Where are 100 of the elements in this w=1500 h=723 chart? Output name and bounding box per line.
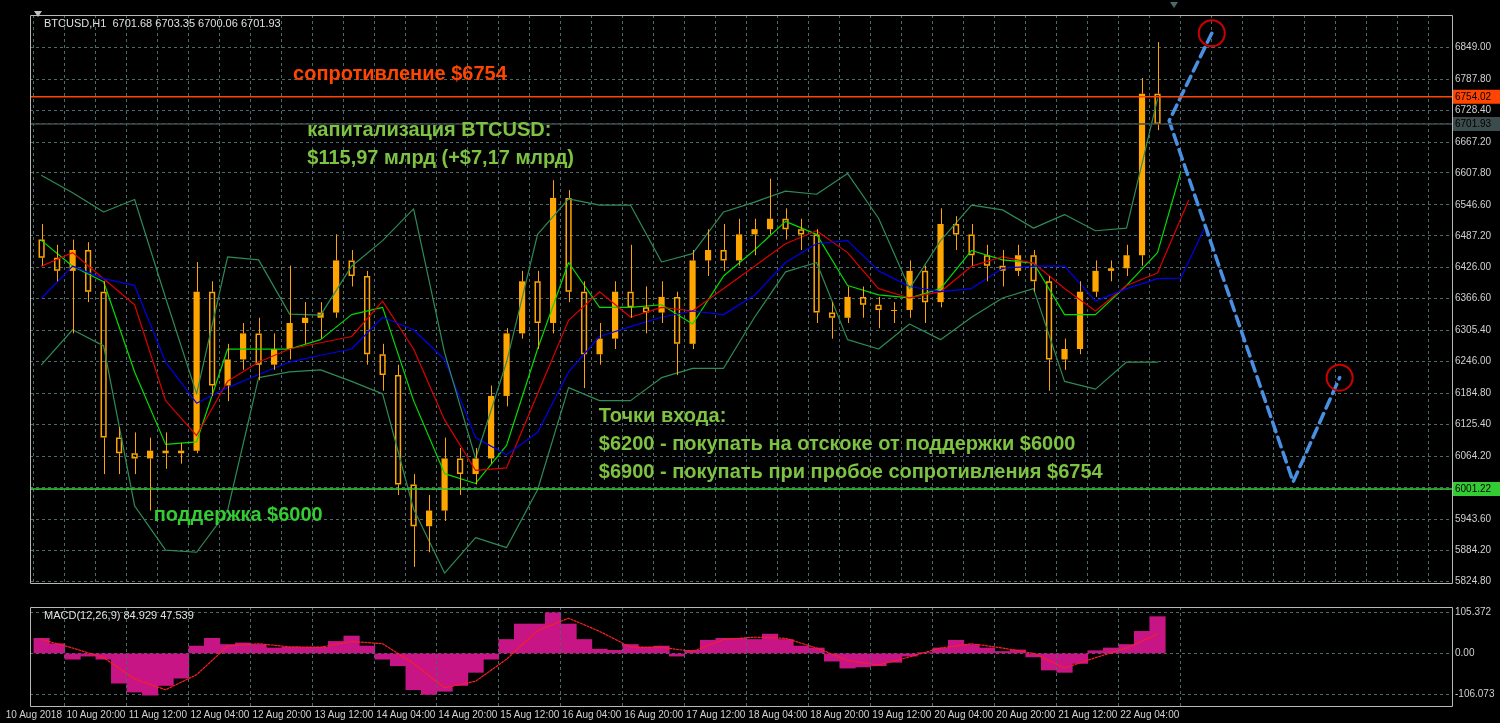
candlestick — [394, 364, 402, 496]
x-tick-label: 14 Aug 20:00 — [438, 708, 498, 720]
candlestick — [54, 244, 61, 282]
x-tick-label: 21 Aug 12:00 — [1058, 708, 1118, 720]
x-tick-label: 20 Aug 04:00 — [934, 708, 994, 720]
candlestick — [534, 270, 541, 350]
y-tick-label: 6125.40 — [1455, 418, 1492, 430]
candlestick — [565, 189, 572, 303]
candlestick — [549, 179, 557, 334]
candlestick — [735, 218, 743, 267]
x-tick-label: 12 Aug 20:00 — [252, 708, 312, 720]
candlestick — [875, 296, 882, 329]
candlestick — [968, 223, 975, 267]
annotation: Точки входа: $6200 - покупать на отскоке от поддержки $6000 $6900 - покупать при пробое сопротивления $6754 — [598, 404, 1104, 483]
y-tick-label: 6426.00 — [1455, 261, 1492, 273]
candlestick — [720, 223, 727, 272]
candlestick — [286, 265, 293, 360]
y-tick-label: 6701.93 — [1455, 117, 1492, 129]
candlestick — [1107, 259, 1115, 282]
y-tick-label: 6728.40 — [1455, 103, 1492, 115]
y-tick-label: 6184.80 — [1455, 387, 1492, 399]
candlestick — [689, 249, 696, 350]
x-tick-label: 16 Aug 04:00 — [562, 708, 622, 720]
candlestick — [131, 431, 138, 475]
x-tick-label: 13 Aug 12:00 — [314, 708, 374, 720]
y-tick-label: 5824.80 — [1455, 574, 1492, 586]
y-tick-label: 5884.20 — [1455, 543, 1492, 555]
y-tick-label: 0.00 — [1455, 647, 1475, 659]
y-tick-label: 6546.60 — [1455, 198, 1492, 210]
candlestick — [766, 178, 774, 235]
y-tick-label: 6849.00 — [1455, 41, 1492, 53]
candlestick — [952, 215, 960, 251]
y-tick-label: 6487.20 — [1455, 229, 1492, 241]
candlestick — [673, 291, 681, 376]
candlestick — [937, 207, 944, 308]
candlestick — [348, 249, 355, 287]
candlestick — [425, 494, 433, 553]
candlestick — [379, 343, 386, 392]
chart-title: MACD(12,26,9) 84.929 47.539 — [44, 609, 194, 622]
candlestick — [100, 280, 107, 475]
candlestick — [116, 426, 123, 475]
y-tick-label: 6305.40 — [1455, 324, 1492, 336]
y-tick-label: 6064.20 — [1455, 450, 1492, 462]
candlestick — [921, 265, 929, 324]
x-tick-label: 15 Aug 12:00 — [500, 708, 560, 720]
y-tick-label: 6607.80 — [1455, 166, 1492, 178]
x-tick-label: 10 Aug 20:00 — [66, 708, 126, 720]
x-tick-label: 16 Aug 20:00 — [624, 708, 684, 720]
candlestick — [1138, 77, 1146, 267]
candlestick — [1045, 275, 1053, 392]
candlestick — [209, 280, 216, 397]
candlestick — [456, 447, 464, 496]
annotation: капитализация BTCUSD: $115,97 млрд (+$7,17 млрд) — [307, 117, 575, 168]
x-tick-label: 14 Aug 04:00 — [376, 708, 436, 720]
candlestick — [1061, 338, 1068, 371]
candlestick — [751, 218, 758, 256]
candlestick — [38, 223, 45, 267]
y-tick-label: 6001.22 — [1455, 482, 1492, 494]
x-tick-label: 17 Aug 12:00 — [686, 708, 746, 720]
x-tick-label: 10 Aug 2018 — [5, 708, 63, 720]
x-tick-label: 11 Aug 12:00 — [128, 708, 188, 720]
candlestick — [596, 322, 603, 366]
y-tick-label: 6366.60 — [1455, 292, 1492, 304]
candlestick — [704, 228, 712, 277]
y-tick-label: 5943.60 — [1455, 512, 1492, 524]
y-tick-label: -106.073 — [1455, 688, 1495, 700]
candlestick — [859, 285, 867, 319]
candlestick — [580, 280, 588, 389]
candlestick — [1092, 259, 1099, 298]
candlestick — [255, 317, 262, 381]
y-tick-label: 6246.00 — [1455, 355, 1492, 367]
y-tick-label: 6754.02 — [1455, 90, 1492, 102]
candlestick — [813, 228, 820, 324]
candlestick — [333, 233, 340, 319]
candlestick — [364, 270, 371, 366]
candlestick — [1154, 41, 1161, 131]
candlestick — [782, 207, 789, 241]
candlestick — [844, 285, 851, 324]
candlestick — [627, 244, 634, 319]
candlestick — [503, 327, 510, 407]
candlestick — [302, 301, 309, 345]
ref-line-label: поддержка $6000 — [153, 502, 323, 525]
x-tick-label: 12 Aug 04:00 — [190, 708, 250, 720]
x-tick-label: 18 Aug 04:00 — [748, 708, 808, 720]
x-tick-label: 19 Aug 12:00 — [872, 708, 932, 720]
candlestick — [1123, 244, 1130, 277]
candlestick — [983, 244, 991, 282]
candlestick — [1030, 249, 1037, 293]
candlestick — [1076, 280, 1084, 355]
x-tick-label: 22 Aug 04:00 — [1120, 708, 1180, 720]
y-tick-label: 6787.80 — [1455, 72, 1492, 84]
ref-line-label: сопротивление $6754 — [293, 62, 508, 85]
candlestick — [224, 343, 231, 402]
x-tick-label: 20 Aug 20:00 — [996, 708, 1056, 720]
y-tick-label: 105.372 — [1455, 606, 1492, 618]
y-tick-label: 6667.20 — [1455, 135, 1492, 147]
candlestick — [85, 241, 92, 303]
candlestick — [410, 473, 417, 568]
chart-title: BTCUSD,H1 6701.68 6703.35 6700.06 6701.93 — [44, 17, 281, 30]
candlestick — [193, 261, 200, 454]
